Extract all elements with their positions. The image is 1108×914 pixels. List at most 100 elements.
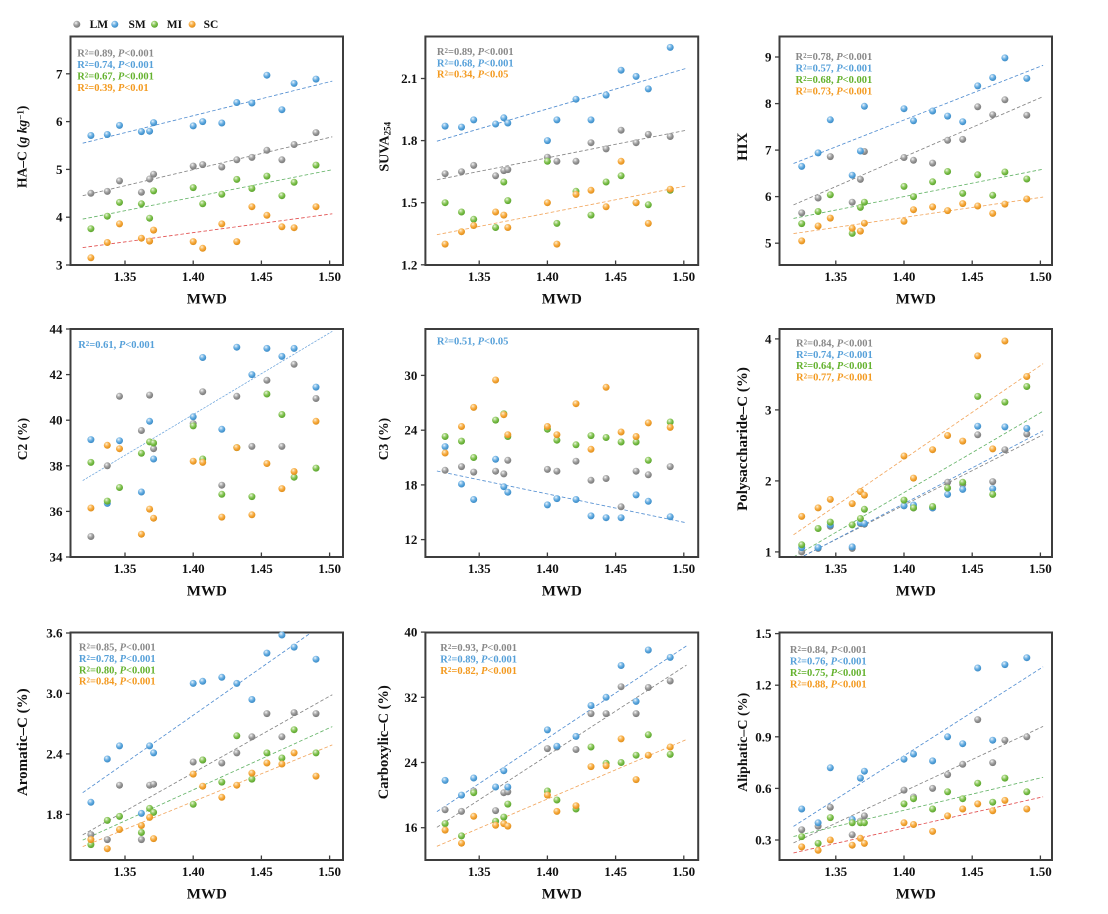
svg-text:1.50: 1.50 <box>1029 864 1052 879</box>
svg-text:1.50: 1.50 <box>672 864 695 879</box>
svg-text:LM: LM <box>90 19 109 31</box>
svg-text:1.45: 1.45 <box>604 864 627 879</box>
svg-text:1.40: 1.40 <box>536 269 559 284</box>
svg-text:R2=0.82, P<0.001: R2=0.82, P<0.001 <box>440 666 517 677</box>
svg-text:6: 6 <box>56 114 63 129</box>
svg-text:Aliphatic–C (%): Aliphatic–C (%) <box>736 692 751 792</box>
svg-text:R2=0.88, P<0.001: R2=0.88, P<0.001 <box>790 679 867 690</box>
svg-text:MWD: MWD <box>896 887 936 903</box>
svg-text:R2=0.75, P<0.001: R2=0.75, P<0.001 <box>790 668 867 679</box>
svg-text:R2=0.67, P<0.001: R2=0.67, P<0.001 <box>77 71 154 82</box>
svg-text:Aromatic–C (%): Aromatic–C (%) <box>15 688 31 796</box>
svg-text:1.50: 1.50 <box>318 864 341 879</box>
svg-text:40: 40 <box>50 413 63 428</box>
svg-text:R2=0.84, P<0.001: R2=0.84, P<0.001 <box>790 645 867 656</box>
svg-text:R2=0.78, P<0.001: R2=0.78, P<0.001 <box>796 52 873 63</box>
svg-text:1.40: 1.40 <box>182 269 205 284</box>
svg-text:2.4: 2.4 <box>46 746 63 761</box>
svg-text:1.40: 1.40 <box>182 561 205 576</box>
svg-text:1.35: 1.35 <box>468 561 491 576</box>
svg-text:3: 3 <box>56 258 63 273</box>
svg-text:R2=0.80, P<0.001: R2=0.80, P<0.001 <box>79 665 156 676</box>
svg-text:Carboxylic–C (%): Carboxylic–C (%) <box>376 685 392 799</box>
svg-text:0.6: 0.6 <box>755 781 772 796</box>
svg-text:1.50: 1.50 <box>318 561 341 576</box>
svg-text:1.45: 1.45 <box>961 864 984 879</box>
svg-text:C3 (%): C3 (%) <box>376 418 391 460</box>
svg-text:R2=0.73, P<0.001: R2=0.73, P<0.001 <box>796 86 873 97</box>
svg-text:R2=0.85, P<0.001: R2=0.85, P<0.001 <box>79 642 156 653</box>
svg-text:1.40: 1.40 <box>893 864 916 879</box>
svg-text:MWD: MWD <box>896 292 936 308</box>
svg-text:1.40: 1.40 <box>536 864 559 879</box>
svg-text:R2=0.84, P<0.001: R2=0.84, P<0.001 <box>796 338 873 349</box>
svg-text:MWD: MWD <box>542 292 582 308</box>
svg-text:1.45: 1.45 <box>961 269 984 284</box>
svg-text:3.0: 3.0 <box>46 686 62 701</box>
svg-text:1.35: 1.35 <box>468 864 491 879</box>
svg-text:3.6: 3.6 <box>46 626 63 641</box>
svg-text:1.35: 1.35 <box>114 269 137 284</box>
svg-text:9: 9 <box>765 50 772 65</box>
svg-text:SM: SM <box>129 19 146 31</box>
svg-text:16: 16 <box>404 820 418 835</box>
svg-text:1.50: 1.50 <box>672 269 695 284</box>
svg-text:1.40: 1.40 <box>182 864 205 879</box>
svg-text:HA–C (g kg−1): HA–C (g kg−1) <box>15 106 30 188</box>
svg-text:1.45: 1.45 <box>250 864 273 879</box>
svg-text:R2=0.34, P<0.05: R2=0.34, P<0.05 <box>437 70 508 81</box>
svg-text:1.45: 1.45 <box>250 561 273 576</box>
svg-text:1.40: 1.40 <box>893 269 916 284</box>
svg-text:0.3: 0.3 <box>755 833 772 848</box>
svg-text:4: 4 <box>56 210 63 225</box>
svg-text:R2=0.57, P<0.001: R2=0.57, P<0.001 <box>796 63 873 74</box>
svg-text:R2=0.74, P<0.001: R2=0.74, P<0.001 <box>77 60 154 71</box>
svg-text:R2=0.89, P<0.001: R2=0.89, P<0.001 <box>77 49 154 60</box>
svg-text:MWD: MWD <box>896 584 936 600</box>
svg-text:MWD: MWD <box>187 887 227 903</box>
svg-text:1.50: 1.50 <box>1029 269 1052 284</box>
svg-text:1.50: 1.50 <box>672 561 695 576</box>
svg-text:0.9: 0.9 <box>755 729 772 744</box>
svg-text:MI: MI <box>167 19 183 31</box>
svg-text:R2=0.68, P<0.001: R2=0.68, P<0.001 <box>796 75 873 86</box>
svg-text:36: 36 <box>50 504 64 519</box>
svg-text:1.45: 1.45 <box>961 561 984 576</box>
svg-text:MWD: MWD <box>542 887 582 903</box>
svg-text:1.35: 1.35 <box>114 864 137 879</box>
svg-text:24: 24 <box>404 755 418 770</box>
svg-text:1.45: 1.45 <box>604 269 627 284</box>
svg-text:MWD: MWD <box>187 584 227 600</box>
svg-text:3: 3 <box>765 402 772 417</box>
svg-text:1.40: 1.40 <box>536 561 559 576</box>
svg-text:1.5: 1.5 <box>755 626 772 641</box>
svg-text:5: 5 <box>56 162 63 177</box>
svg-text:R2=0.74, P<0.001: R2=0.74, P<0.001 <box>796 350 873 361</box>
svg-text:1.2: 1.2 <box>755 678 771 693</box>
svg-text:1.45: 1.45 <box>250 269 273 284</box>
svg-text:1.35: 1.35 <box>114 561 137 576</box>
svg-text:R2=0.89, P<0.001: R2=0.89, P<0.001 <box>437 47 514 58</box>
svg-text:1.8: 1.8 <box>401 133 418 148</box>
svg-text:5: 5 <box>765 236 772 251</box>
svg-text:R2=0.93, P<0.001: R2=0.93, P<0.001 <box>440 643 517 654</box>
svg-text:R2=0.64, P<0.001: R2=0.64, P<0.001 <box>796 361 873 372</box>
svg-text:44: 44 <box>50 322 64 337</box>
svg-text:1.40: 1.40 <box>893 561 916 576</box>
svg-text:1.45: 1.45 <box>604 561 627 576</box>
svg-text:38: 38 <box>50 458 64 473</box>
svg-text:MWD: MWD <box>187 292 227 308</box>
svg-text:2.1: 2.1 <box>401 71 417 86</box>
svg-text:C2 (%): C2 (%) <box>15 418 30 460</box>
svg-text:SC: SC <box>204 19 219 31</box>
svg-text:12: 12 <box>404 532 417 547</box>
svg-text:7: 7 <box>765 143 772 158</box>
svg-text:7: 7 <box>56 66 63 81</box>
svg-text:1.2: 1.2 <box>401 257 417 272</box>
svg-text:1.5: 1.5 <box>401 195 418 210</box>
svg-text:1.50: 1.50 <box>1029 561 1052 576</box>
svg-text:R2=0.78, P<0.001: R2=0.78, P<0.001 <box>79 654 156 665</box>
svg-text:30: 30 <box>404 368 417 383</box>
svg-text:40: 40 <box>404 625 417 640</box>
svg-text:1.35: 1.35 <box>824 269 847 284</box>
